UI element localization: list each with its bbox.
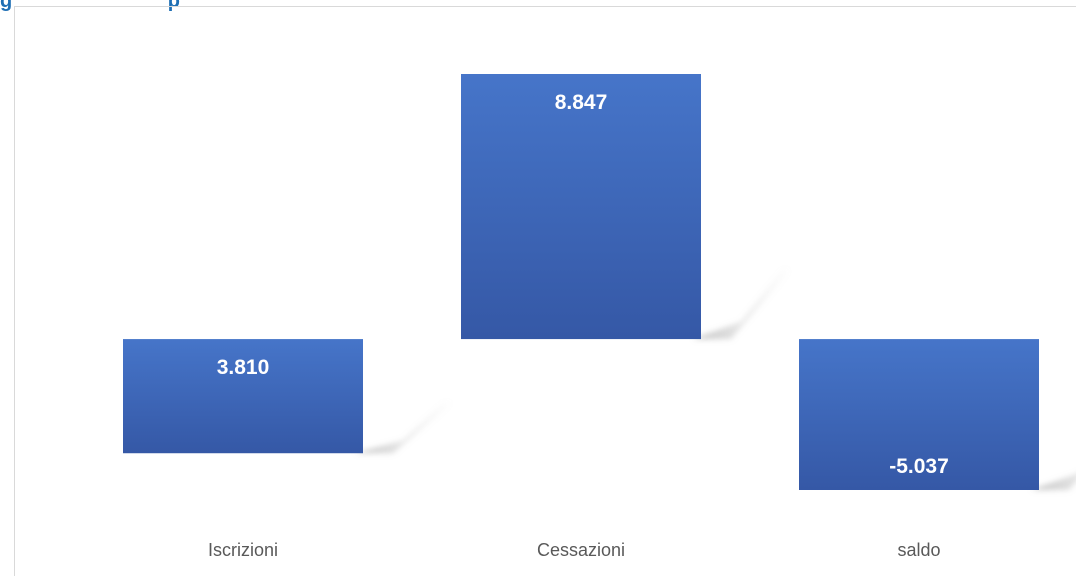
category-label: saldo [897,540,940,560]
data-label: 3.810 [217,356,270,379]
bar-saldo [799,339,1039,490]
bar-cessazioni [461,74,701,340]
data-label: 8.847 [555,91,608,114]
category-label: Cessazioni [537,540,625,560]
bar-shadow [1031,474,1076,490]
data-label: -5.037 [889,455,949,478]
bar-shadow [355,401,453,454]
bar-iscrizioni [123,339,363,454]
chart-title-fragment: g p [0,0,181,12]
chart-area-frame [14,6,1076,576]
bar-shadow [693,269,791,340]
category-label: Iscrizioni [208,540,278,560]
